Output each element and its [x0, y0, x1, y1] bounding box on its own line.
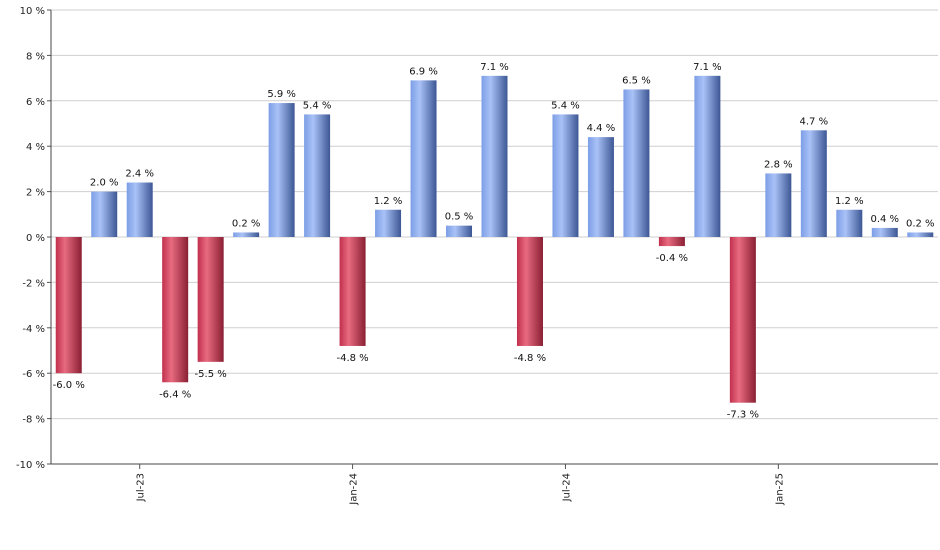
bar-positive — [446, 225, 473, 237]
bar-positive — [871, 227, 898, 237]
data-label: 7.1 % — [693, 62, 722, 73]
y-tick-label: -8 % — [22, 415, 45, 426]
bar-positive — [552, 114, 579, 237]
x-axis-ticks: Jul-23 Jan-24 Jul-24 Jan-25 — [136, 464, 785, 506]
y-tick-label: -2 % — [22, 278, 45, 289]
y-axis-ticks: -10 % -8 % -6 % -4 % -2 % 0 % 2 % 4 % 6 % 8 % 10 % — [16, 6, 51, 471]
data-label: -0.4 % — [656, 253, 688, 264]
data-label: 5.4 % — [551, 100, 580, 111]
data-labels: -6.0 % 2.0 % 2.4 % -6.4 % -5.5 % 0.2 % 5.9 % 5.… — [53, 62, 935, 421]
data-label: -4.8 % — [336, 353, 368, 364]
bar-negative — [55, 237, 82, 374]
data-label: 7.1 % — [480, 62, 509, 73]
bar-positive — [375, 209, 402, 237]
bar-negative — [516, 237, 543, 346]
data-label: 0.4 % — [870, 214, 899, 225]
bar-positive — [481, 75, 508, 237]
x-tick-label: Jan-25 — [774, 473, 785, 506]
y-tick-label: -6 % — [22, 369, 45, 380]
bars — [55, 75, 934, 403]
y-tick-label: 10 % — [20, 6, 45, 17]
bar-negative — [658, 237, 685, 247]
bar-positive — [623, 89, 650, 237]
data-label: 6.9 % — [409, 66, 438, 77]
data-label: 4.7 % — [800, 116, 829, 127]
x-tick-label: Jan-24 — [349, 473, 360, 506]
y-tick-label: 4 % — [26, 142, 45, 153]
y-tick-label: 0 % — [26, 233, 45, 244]
data-label: 0.5 % — [445, 212, 474, 223]
data-label: -4.8 % — [514, 353, 546, 364]
bar-positive — [800, 130, 827, 237]
axes — [50, 10, 938, 465]
data-label: 2.0 % — [90, 178, 119, 189]
bar-negative — [197, 237, 224, 362]
x-tick-label: Jul-24 — [561, 473, 572, 502]
bar-positive — [233, 232, 260, 237]
data-label: 1.2 % — [835, 196, 864, 207]
bar-positive — [907, 232, 934, 237]
data-label: 0.2 % — [906, 218, 935, 229]
bar-negative — [339, 237, 366, 346]
data-label: 6.5 % — [622, 75, 651, 86]
data-label: 5.4 % — [303, 100, 332, 111]
y-tick-label: 8 % — [26, 51, 45, 62]
data-label: -6.4 % — [159, 389, 191, 400]
y-tick-label: -4 % — [22, 324, 45, 335]
bar-positive — [304, 114, 331, 237]
bar-positive — [268, 103, 295, 237]
data-label: -6.0 % — [53, 380, 85, 391]
bar-positive — [91, 191, 118, 237]
y-tick-label: 2 % — [26, 188, 45, 199]
data-label: 2.4 % — [125, 169, 154, 180]
y-tick-label: -10 % — [16, 460, 45, 471]
data-label: 2.8 % — [764, 159, 793, 170]
data-label: -5.5 % — [195, 369, 227, 380]
bar-positive — [410, 80, 437, 238]
data-label: 1.2 % — [374, 196, 403, 207]
bar-positive — [587, 137, 614, 237]
data-label: 4.4 % — [587, 123, 616, 134]
bar-positive — [694, 75, 721, 237]
y-tick-label: 6 % — [26, 97, 45, 108]
data-label: 0.2 % — [232, 218, 261, 229]
data-label: 5.9 % — [267, 89, 296, 100]
data-label: -7.3 % — [727, 410, 759, 421]
bar-positive — [836, 209, 863, 237]
bar-positive — [765, 173, 792, 237]
bar-positive — [126, 182, 153, 237]
x-tick-label: Jul-23 — [136, 473, 147, 502]
bar-negative — [729, 237, 756, 403]
bar-negative — [162, 237, 189, 383]
